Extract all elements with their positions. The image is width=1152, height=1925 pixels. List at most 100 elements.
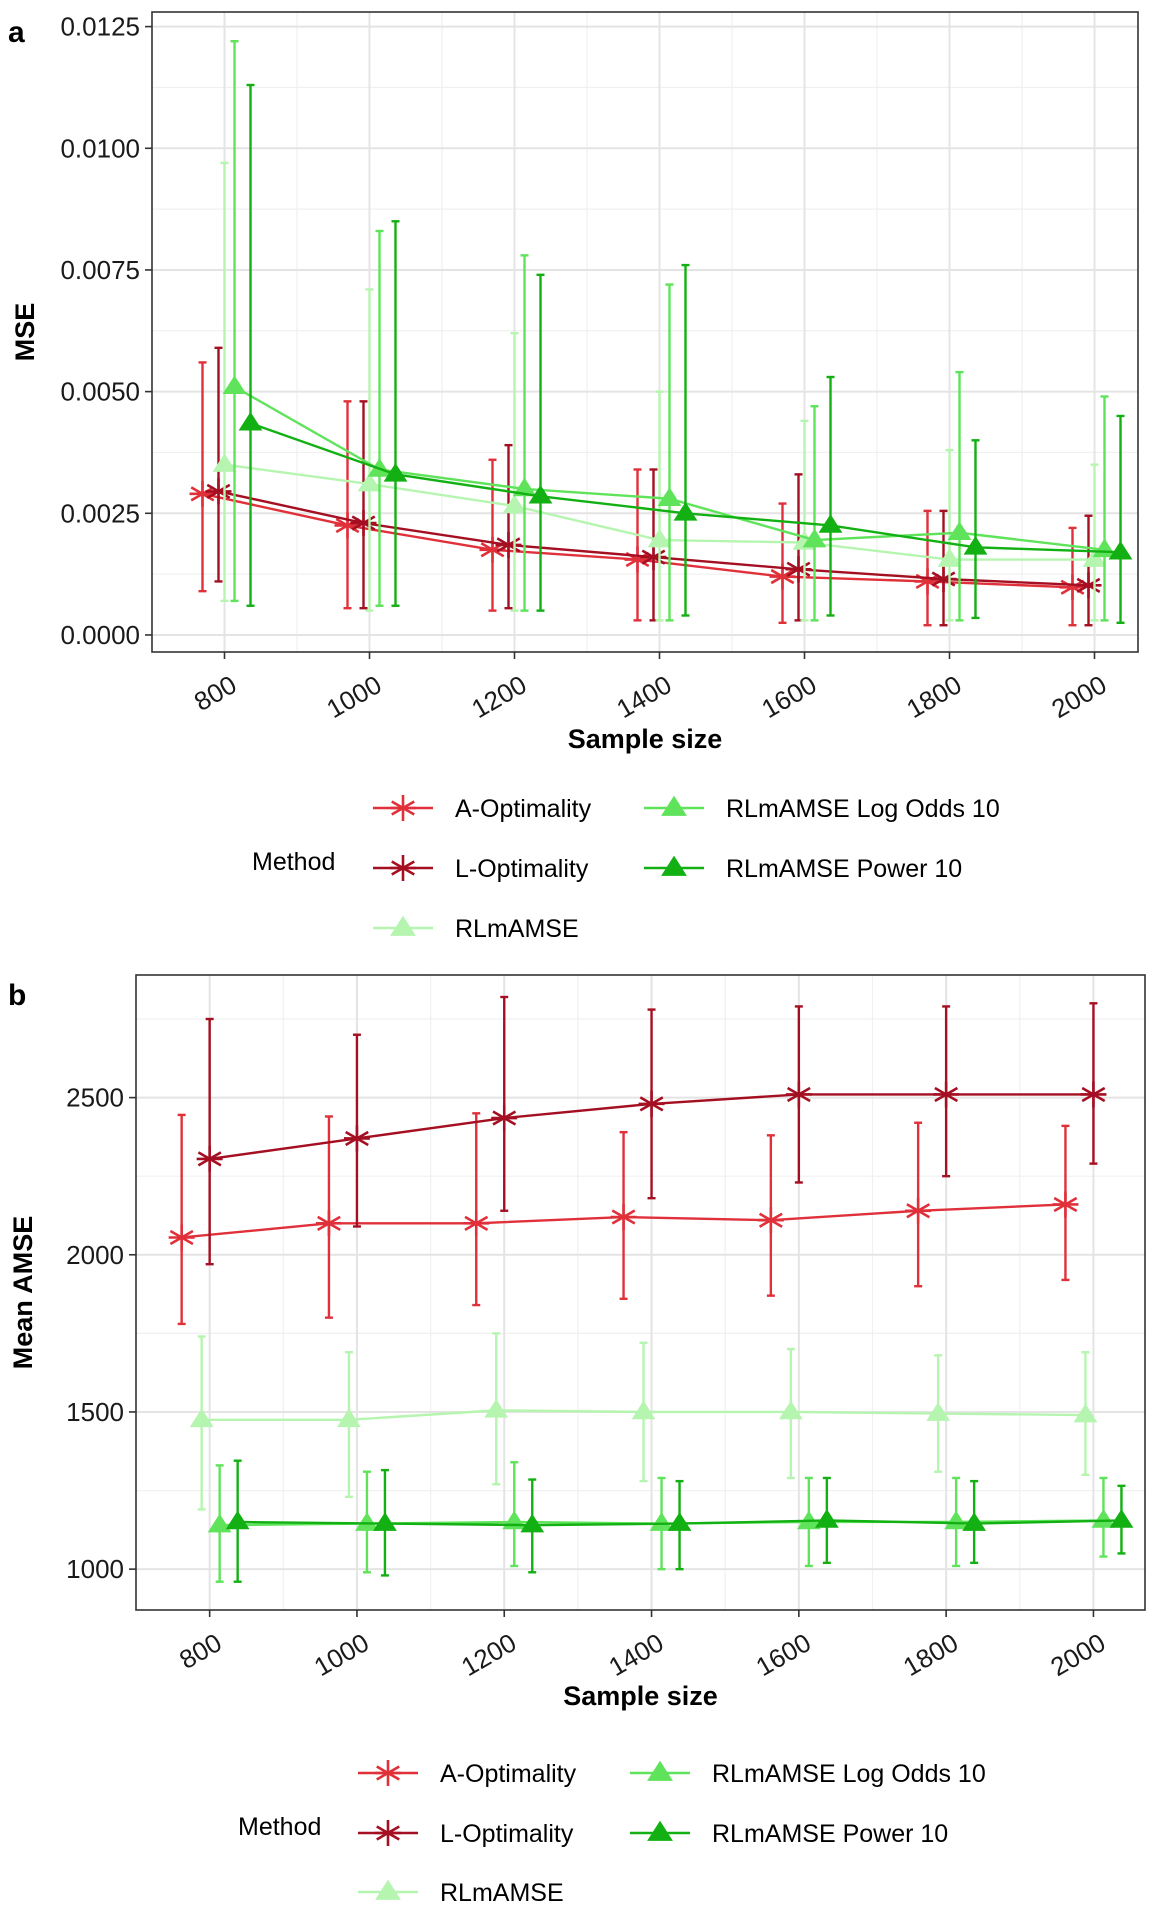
legend-label: RLmAMSE (455, 915, 579, 943)
data-point (947, 521, 972, 541)
error-bar (655, 390, 664, 622)
x-tick-label: 1800 (901, 669, 966, 724)
y-tick-label: 2000 (66, 1240, 124, 1270)
data-point (638, 1090, 665, 1117)
data-point (212, 453, 237, 472)
error-bar (1100, 395, 1109, 622)
data-point (785, 1081, 812, 1108)
error-bar (198, 361, 207, 593)
legend-key-marker (375, 1879, 401, 1900)
data-point (168, 1224, 195, 1251)
y-tick-label: 0.0075 (60, 255, 140, 285)
legend-key-marker (390, 855, 416, 881)
data-point (373, 1512, 397, 1531)
data-point (207, 1513, 232, 1533)
y-tick-label: 0.0125 (60, 12, 140, 42)
legend-item: RLmAMSE Log Odds 10 (630, 1760, 986, 1788)
data-point (802, 528, 827, 548)
error-bar (1084, 514, 1093, 627)
legend-key-marker (390, 795, 416, 821)
legend-label: L-Optimality (455, 855, 589, 883)
legend-item: L-Optimality (373, 855, 589, 883)
panel-label: a (8, 16, 25, 49)
legend-key-marker (647, 1760, 673, 1781)
data-point (1052, 1191, 1079, 1218)
data-point (225, 1510, 250, 1530)
legend-item: L-Optimality (358, 1820, 574, 1848)
legend-item: A-Optimality (358, 1760, 577, 1788)
data-point (926, 1402, 951, 1421)
data-point (673, 501, 698, 521)
error-bar (510, 332, 519, 612)
data-point (205, 478, 232, 505)
legend-label: RLmAMSE Power 10 (712, 1820, 948, 1848)
error-bar (205, 1017, 214, 1266)
error-bar (633, 468, 642, 622)
error-bar (778, 502, 787, 624)
panel-label: b (8, 979, 26, 1012)
error-bar (177, 1113, 186, 1326)
legend-label: RLmAMSE Log Odds 10 (712, 1760, 986, 1788)
x-tick-label: 1400 (611, 669, 676, 724)
data-point (520, 1513, 545, 1533)
data-point (350, 510, 377, 537)
data-point (631, 1400, 656, 1420)
error-bar (230, 40, 239, 603)
series-rlmamse-power-10 (238, 83, 1133, 624)
error-bar (1116, 414, 1125, 624)
data-point (657, 487, 682, 506)
legend-label: RLmAMSE Log Odds 10 (726, 795, 1000, 823)
error-bar (536, 273, 545, 612)
data-point (196, 1145, 223, 1172)
y-tick-label: 0.0000 (60, 620, 140, 650)
legend-item: RLmAMSE Log Odds 10 (644, 795, 1000, 823)
data-point (502, 494, 527, 514)
legend-key-marker (390, 915, 416, 936)
data-point (189, 480, 216, 507)
error-bar (472, 1112, 481, 1307)
error-bar (923, 509, 932, 627)
legend-label: RLmAMSE Power 10 (726, 855, 962, 883)
x-tick-label: 1600 (751, 1627, 816, 1682)
data-point (905, 1197, 932, 1224)
legend: Method A-Optimality L-Optimality RLmAMSE RLm… (238, 1760, 986, 1907)
y-tick-label: 2500 (66, 1083, 124, 1113)
data-point (778, 1400, 803, 1420)
data-point (189, 1408, 214, 1428)
series-a-optimality (168, 1112, 1079, 1326)
series-l-optimality (196, 995, 1107, 1266)
data-point (315, 1210, 342, 1237)
data-point (757, 1207, 784, 1234)
legend-key-marker (375, 1820, 401, 1846)
data-point (355, 1512, 379, 1531)
data-point (238, 411, 263, 431)
chart-panel-a: 0.0000 0.0025 0.0050 0.0075 0.0100 0.0125 800 1… (8, 11, 1139, 943)
data-point (640, 544, 667, 571)
x-axis-title: Sample size (568, 724, 723, 754)
legend-key-marker (647, 1820, 673, 1841)
data-point (334, 512, 361, 539)
error-bar (520, 254, 529, 612)
data-point (667, 1512, 692, 1531)
data-point (785, 556, 812, 583)
error-bar (375, 229, 384, 607)
data-point (1082, 548, 1107, 567)
y-tick-label: 1500 (66, 1397, 124, 1427)
y-axis-title: MSE (10, 303, 40, 362)
x-tick-label: 1200 (466, 669, 531, 724)
legend-item: RLmAMSE Power 10 (644, 855, 962, 883)
data-point (814, 1509, 839, 1528)
legend-label: RLmAMSE (440, 1879, 564, 1907)
series-rlmamse (212, 161, 1107, 622)
data-point (463, 1210, 490, 1237)
x-tick-label: 1800 (898, 1627, 963, 1682)
legend-title: Method (238, 1813, 321, 1841)
chart-panel-b: 1000 1500 2000 2500 800 1000 1200 1400 1600 1800 2… (8, 974, 1146, 1907)
data-point (528, 484, 553, 504)
data-point (962, 1512, 987, 1531)
legend-label: A-Optimality (440, 1760, 577, 1788)
y-axis-title: Mean AMSE (8, 1216, 38, 1370)
legend: Method A-Optimality L-Optimality RLmAMSE RLm… (252, 795, 1000, 943)
legend-label: A-Optimality (455, 795, 592, 823)
